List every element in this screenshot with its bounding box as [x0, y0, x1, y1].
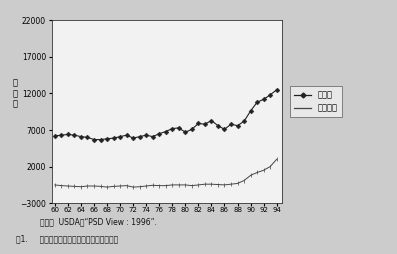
Legend: 生産量, 純輸出量: 生産量, 純輸出量 — [290, 86, 342, 117]
Text: 千
ト
ン: 千 ト ン — [12, 78, 17, 108]
Text: 資料：  USDA，“PSD View : 1996”.: 資料： USDA，“PSD View : 1996”. — [40, 218, 156, 227]
Text: 囱1.     ベトナムの米生産量と純輸出量の推移: 囱1. ベトナムの米生産量と純輸出量の推移 — [16, 234, 118, 243]
